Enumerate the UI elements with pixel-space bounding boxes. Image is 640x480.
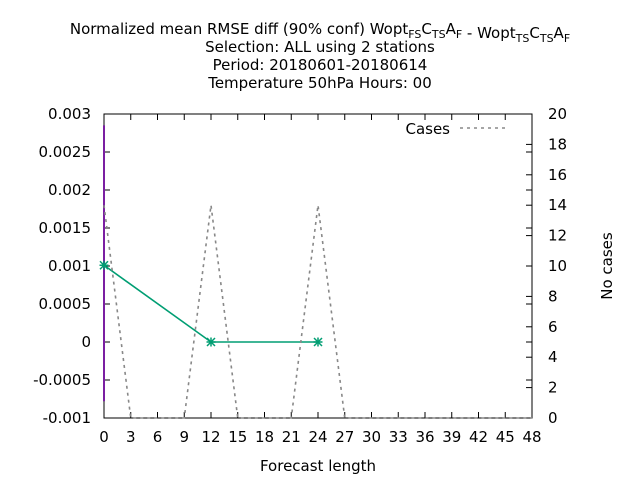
title-line-3: Period: 20180601-20180614 (213, 56, 428, 74)
x-tick-label: 24 (308, 428, 327, 446)
x-tick-label: 3 (126, 428, 136, 446)
series-point-diff (99, 260, 109, 270)
plot-frame (103, 113, 533, 419)
y2-tick-label: 4 (548, 348, 558, 366)
series-line-cases (103, 205, 532, 419)
series-layer (99, 125, 532, 419)
y2-tick-label: 8 (548, 287, 558, 305)
x-axis: 0 3 6 9 12 15 18 21 24 27 30 33 36 39 42 45 48 (99, 114, 542, 446)
y2-tick-label: 6 (548, 318, 558, 336)
y-tick-label: 0.0025 (39, 143, 92, 161)
x-tick-label: 18 (255, 428, 274, 446)
y2-tick-label: 16 (548, 166, 567, 184)
x-tick-label: 39 (442, 428, 461, 446)
y-tick-label: 0 (81, 333, 91, 351)
x-tick-label: 21 (282, 428, 301, 446)
y-tick-label: 0.002 (48, 181, 91, 199)
legend: Cases (405, 120, 506, 138)
y-axis-left: -0.001 -0.0005 0 0.0005 0.001 0.0015 0.002 0.00… (33, 105, 532, 427)
x-tick-label: 6 (153, 428, 163, 446)
y2-tick-label: 0 (548, 409, 558, 427)
chart-title: Normalized mean RMSE diff (90% conf) Wop… (70, 20, 570, 92)
y-tick-label: 0.001 (48, 257, 91, 275)
series-point-diff (313, 337, 323, 347)
y-tick-label: -0.001 (43, 409, 91, 427)
y-tick-label: 0.003 (48, 105, 91, 123)
x-tick-label: 45 (496, 428, 515, 446)
x-tick-label: 42 (469, 428, 488, 446)
x-tick-label: 30 (362, 428, 381, 446)
x-tick-label: 27 (335, 428, 354, 446)
x-tick-label: 48 (522, 428, 541, 446)
series-line-diff (103, 264, 318, 343)
x-tick-label: 36 (415, 428, 434, 446)
y-tick-label: -0.0005 (33, 371, 91, 389)
y-axis-right: 0 2 4 6 8 10 12 14 16 18 20 (526, 105, 567, 427)
y2-axis-label: No cases (598, 232, 616, 300)
x-tick-label: 12 (201, 428, 220, 446)
x-tick-label: 15 (228, 428, 247, 446)
x-tick-label: 0 (99, 428, 109, 446)
y2-tick-label: 14 (548, 196, 567, 214)
x-axis-label: Forecast length (260, 457, 376, 475)
legend-label-cases: Cases (405, 120, 450, 138)
title-line-2: Selection: ALL using 2 stations (205, 38, 435, 56)
x-tick-label: 9 (179, 428, 189, 446)
y2-tick-label: 2 (548, 379, 558, 397)
y-tick-label: 0.0015 (39, 219, 92, 237)
x-tick-label: 33 (389, 428, 408, 446)
y2-tick-label: 12 (548, 227, 567, 245)
series-point-diff (206, 337, 216, 347)
y2-tick-label: 18 (548, 135, 567, 153)
y2-tick-label: 10 (548, 257, 567, 275)
y-tick-label: 0.0005 (39, 295, 92, 313)
title-line-4: Temperature 50hPa Hours: 00 (207, 74, 432, 92)
y2-tick-label: 20 (548, 105, 567, 123)
